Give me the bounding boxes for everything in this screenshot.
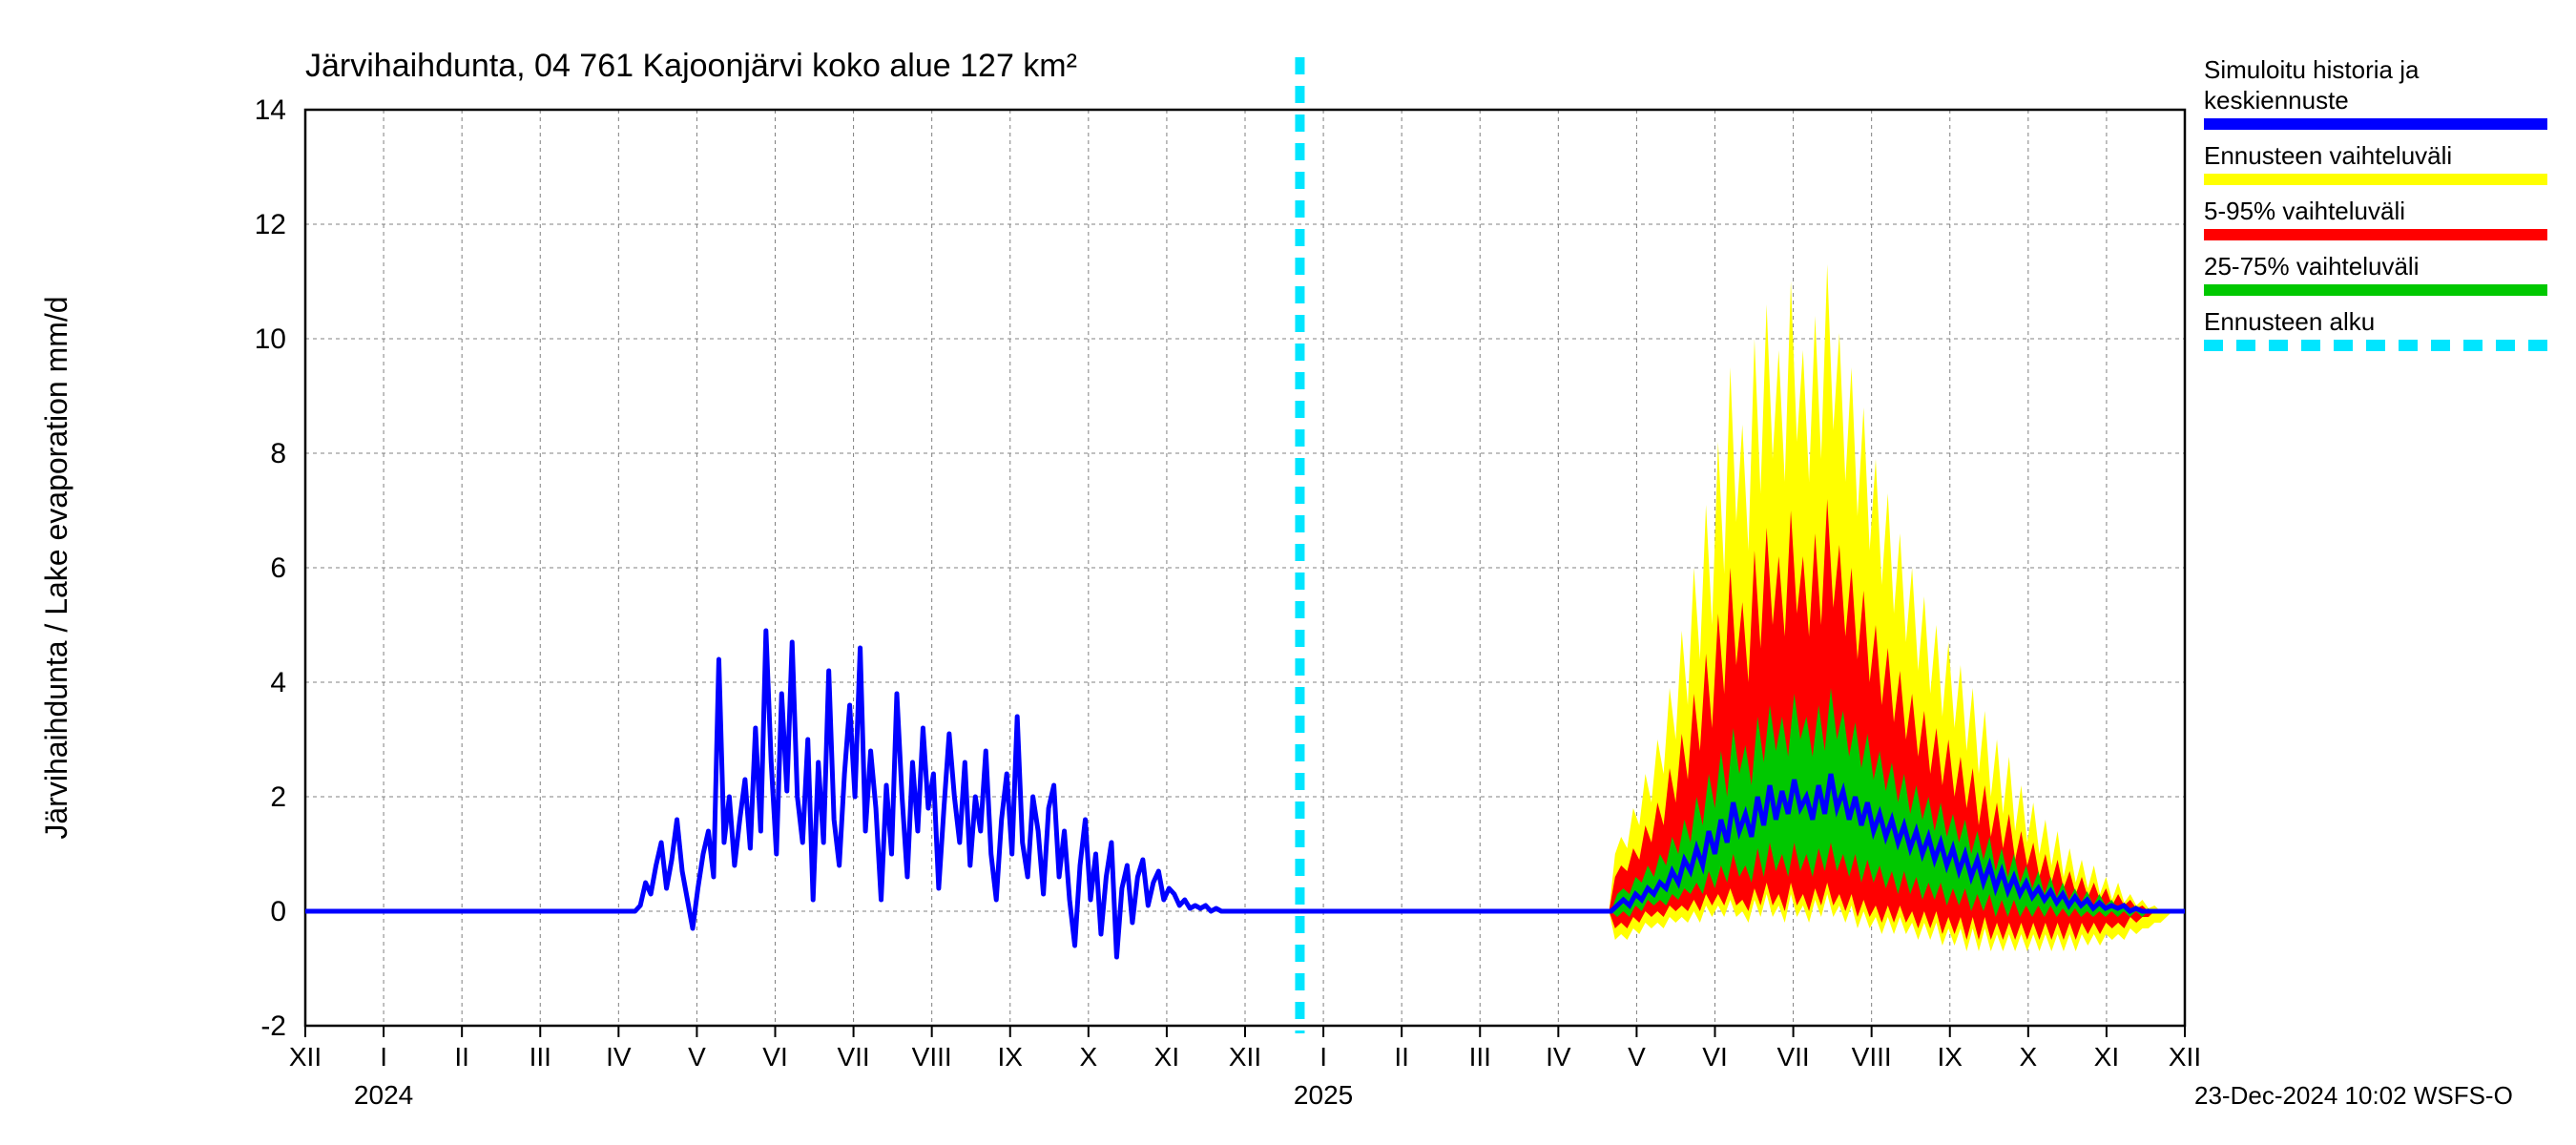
x-month-label: IV xyxy=(606,1042,632,1072)
x-month-label: VII xyxy=(837,1042,869,1072)
x-month-label: XI xyxy=(1154,1042,1179,1072)
chart-container: -202468101214XIIIIIIIIIVVVIVIIVIIIIXXXIX… xyxy=(0,0,2576,1145)
y-tick-label: 4 xyxy=(270,667,286,698)
legend-label: Simuloitu historia ja xyxy=(2204,55,2420,84)
x-month-label: II xyxy=(454,1042,469,1072)
x-month-label: XII xyxy=(289,1042,322,1072)
y-tick-label: 14 xyxy=(255,94,286,126)
y-tick-label: 10 xyxy=(255,323,286,355)
x-month-label: VI xyxy=(762,1042,787,1072)
y-tick-label: -2 xyxy=(260,1010,286,1042)
x-year-label: 2025 xyxy=(1294,1080,1353,1110)
x-month-label: I xyxy=(380,1042,387,1072)
x-month-label: VI xyxy=(1702,1042,1727,1072)
x-month-label: VIII xyxy=(1852,1042,1892,1072)
legend-label: 25-75% vaihteluväli xyxy=(2204,252,2419,281)
x-month-label: X xyxy=(1079,1042,1097,1072)
x-month-label: III xyxy=(530,1042,551,1072)
y-tick-label: 0 xyxy=(270,896,286,927)
legend-label: Ennusteen vaihteluväli xyxy=(2204,141,2452,170)
x-month-label: V xyxy=(688,1042,706,1072)
x-month-label: V xyxy=(1628,1042,1646,1072)
history-line xyxy=(305,631,1299,957)
chart-footer: 23-Dec-2024 10:02 WSFS-O xyxy=(2194,1081,2513,1110)
legend-label: 5-95% vaihteluväli xyxy=(2204,197,2405,225)
x-month-label: IX xyxy=(998,1042,1024,1072)
x-month-label: XI xyxy=(2094,1042,2119,1072)
y-tick-label: 12 xyxy=(255,209,286,240)
x-month-label: IV xyxy=(1546,1042,1571,1072)
x-month-label: XII xyxy=(1229,1042,1261,1072)
x-month-label: VII xyxy=(1776,1042,1809,1072)
legend-label: Ennusteen alku xyxy=(2204,307,2375,336)
x-month-label: I xyxy=(1319,1042,1327,1072)
x-month-label: XII xyxy=(2169,1042,2201,1072)
y-tick-label: 6 xyxy=(270,552,286,584)
x-year-label: 2024 xyxy=(354,1080,413,1110)
y-tick-label: 2 xyxy=(270,781,286,813)
chart-svg: -202468101214XIIIIIIIIIVVVIVIIVIIIIXXXIX… xyxy=(0,0,2576,1145)
y-axis-label: Järvihaihdunta / Lake evaporation mm/d xyxy=(39,296,73,839)
x-month-label: X xyxy=(2019,1042,2037,1072)
x-month-label: III xyxy=(1469,1042,1491,1072)
chart-title: Järvihaihdunta, 04 761 Kajoonjärvi koko … xyxy=(305,48,1077,84)
x-month-label: II xyxy=(1394,1042,1409,1072)
legend-label: keskiennuste xyxy=(2204,86,2349,114)
x-month-label: VIII xyxy=(912,1042,952,1072)
y-tick-label: 8 xyxy=(270,438,286,469)
x-month-label: IX xyxy=(1938,1042,1963,1072)
